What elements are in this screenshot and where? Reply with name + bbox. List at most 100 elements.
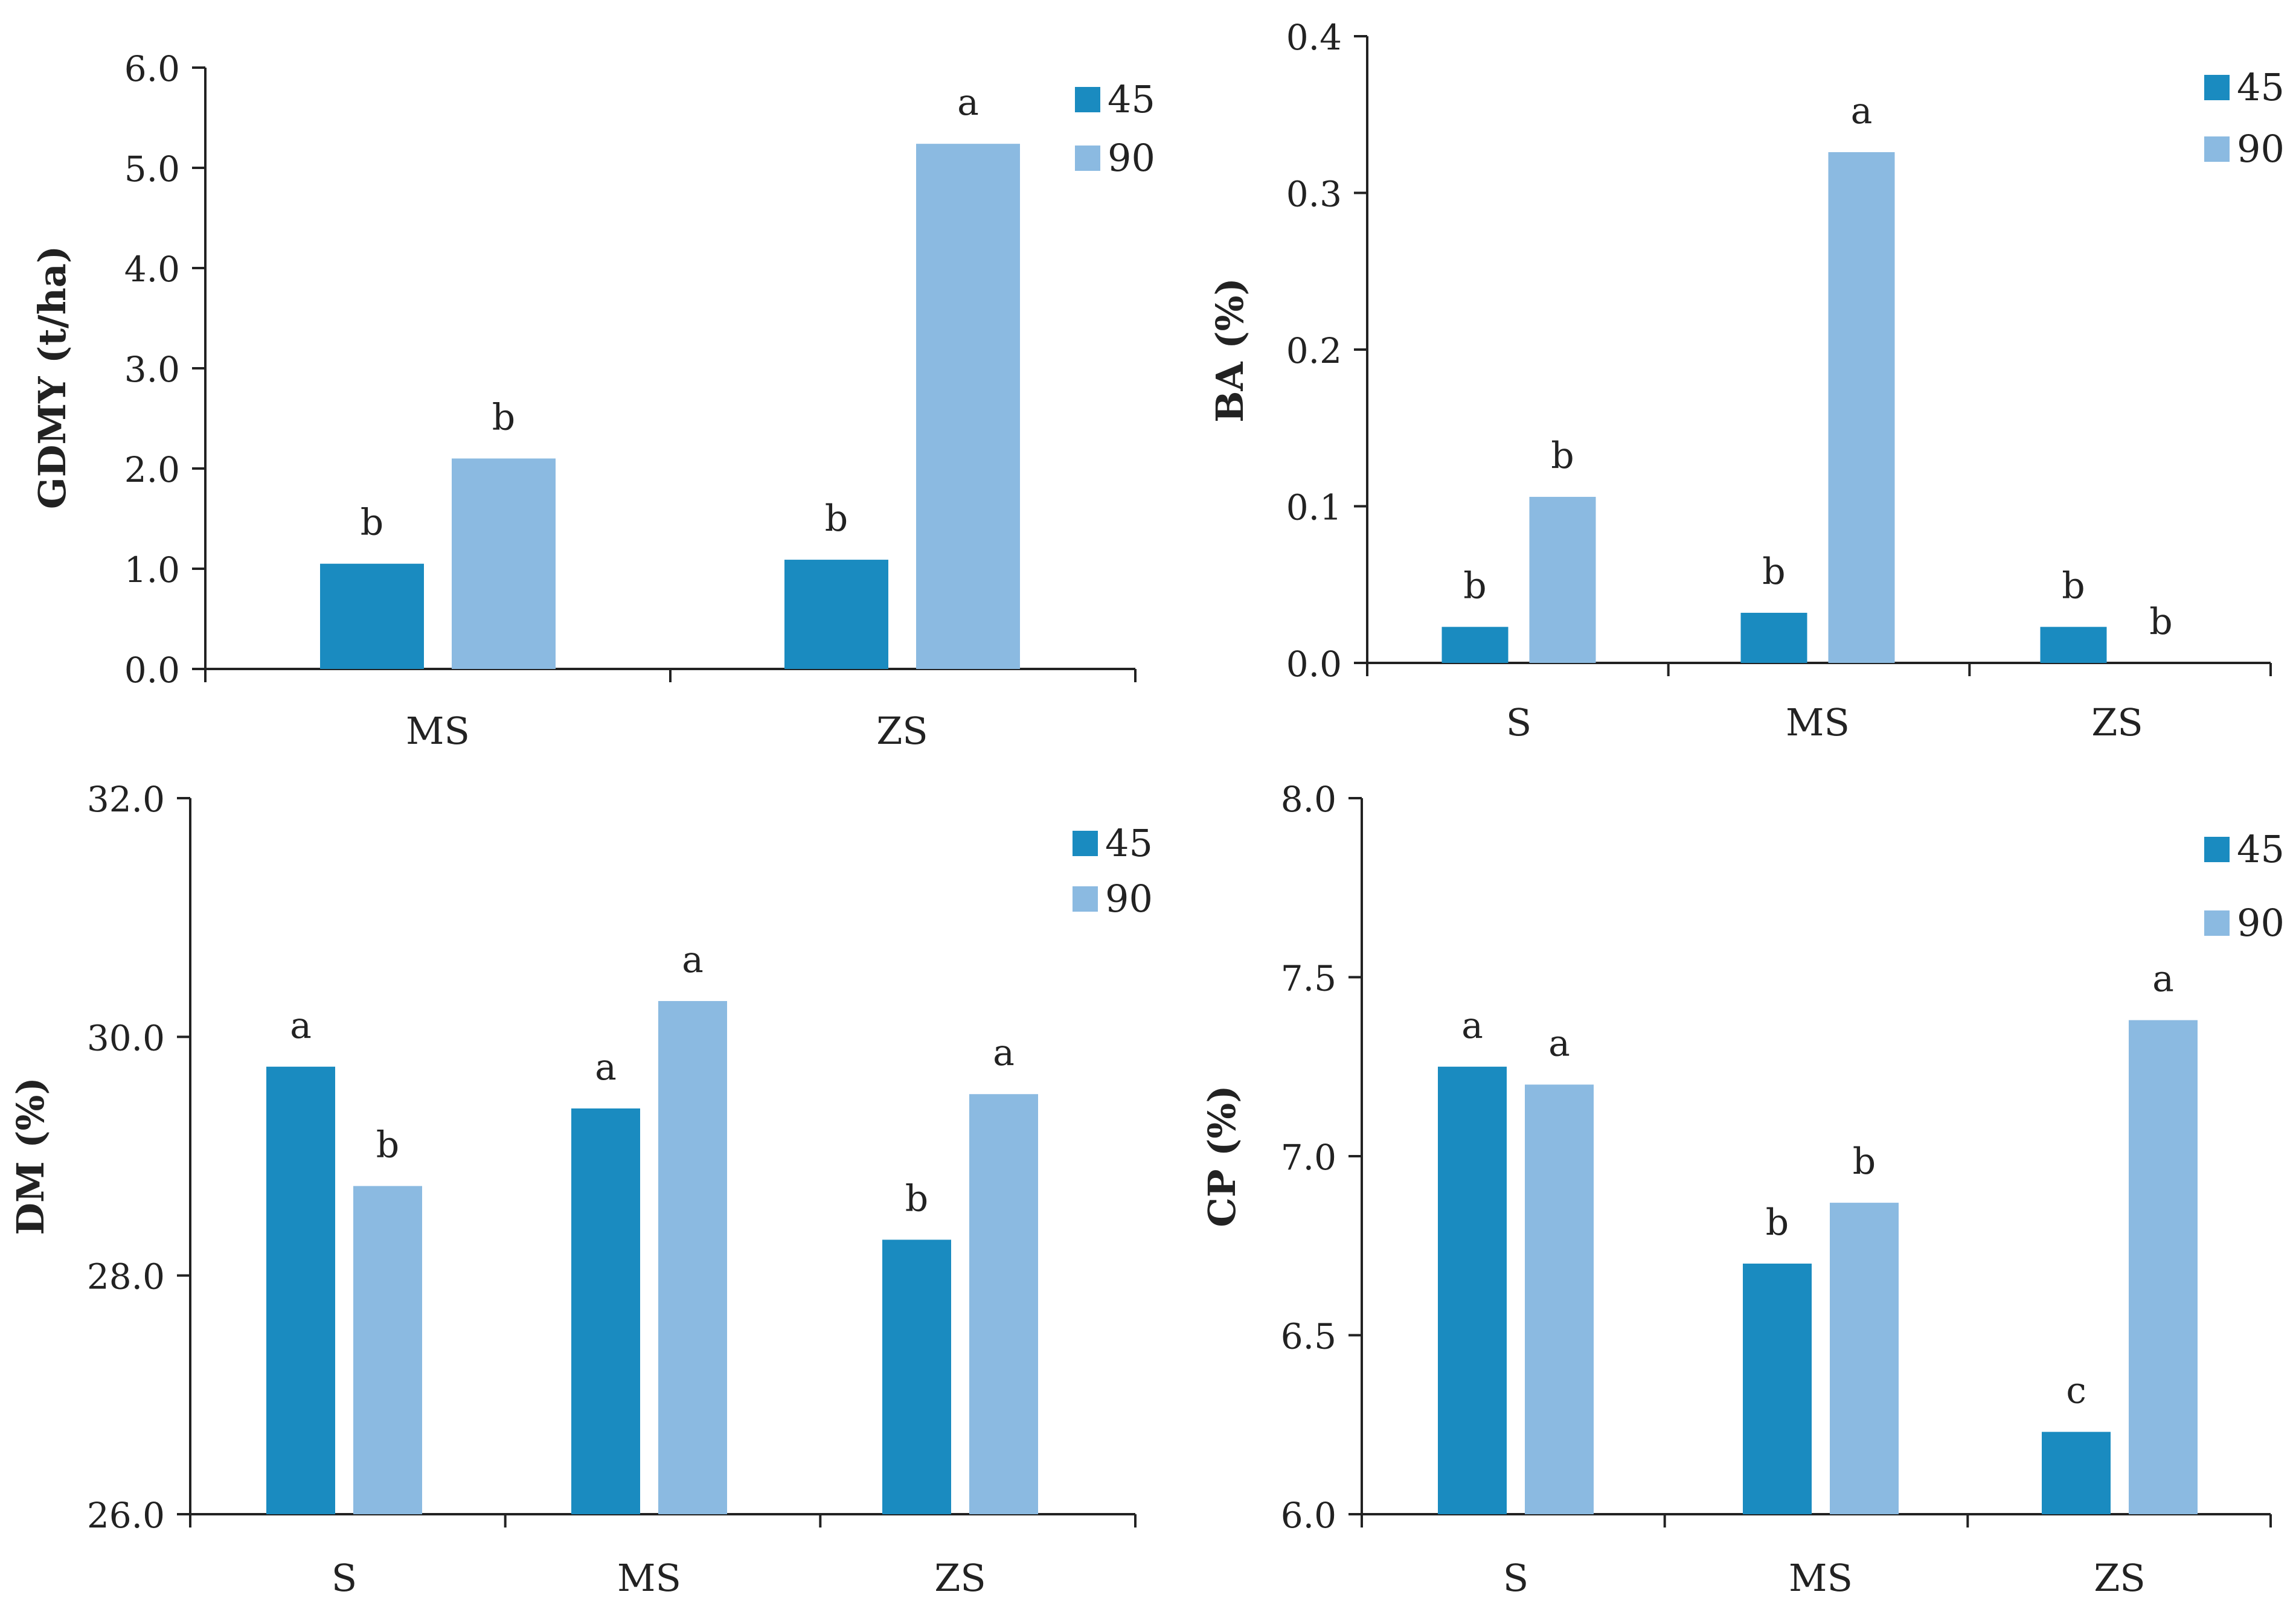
legend-swatch-45 [2204, 75, 2230, 100]
x-tick-label: S [332, 1556, 357, 1600]
x-tick-label: MS [617, 1556, 681, 1600]
chart-panel-bottom-left: 26.0 28.0 30.0 32.0 DM (%) S MS ZS a a b b a a 45 90 [8, 779, 1153, 1600]
y-axis-title: DM (%) [8, 1077, 53, 1235]
significance-letter: b [376, 1124, 399, 1166]
bar-zs-90 [916, 144, 1020, 669]
bar-s-90 [353, 1186, 422, 1514]
bar-s-45 [1438, 1066, 1507, 1514]
y-tick-label: 30.0 [87, 1017, 165, 1058]
bar-s-45 [266, 1066, 335, 1514]
chart-panel-top-right: 0.0 0.1 0.2 0.3 0.4 BA (%) S MS ZS b b b b a b 45 90 [1208, 17, 2285, 744]
bar-ms-90 [452, 458, 556, 669]
legend-label-90: 90 [1105, 877, 1153, 921]
y-tick-label: 1.0 [124, 549, 180, 590]
x-tick-label: S [1506, 700, 1531, 744]
legend-swatch-90 [1075, 146, 1100, 171]
legend-swatch-90 [1073, 886, 1098, 912]
bar-ms-90 [658, 1001, 727, 1514]
y-tick-label: 0.3 [1286, 174, 1342, 215]
x-tick-label: MS [406, 709, 470, 753]
legend-label-90: 90 [2237, 901, 2285, 945]
chart-panel-top-left: 0.0 1.0 2.0 3.0 4.0 5.0 6.0 GDMY (t/ha) MS ZS b b b a… [30, 48, 1155, 753]
bar-zs-90 [969, 1094, 1038, 1514]
y-axis-title: GDMY (t/ha) [30, 246, 74, 509]
x-tick-label: MS [1789, 1556, 1853, 1600]
significance-letter: a [290, 1005, 312, 1047]
significance-letter: a [957, 82, 979, 124]
y-tick-label: 8.0 [1281, 779, 1336, 820]
significance-letter: b [1766, 1201, 1789, 1244]
x-tick-label: ZS [934, 1556, 986, 1600]
significance-letter: a [595, 1046, 617, 1089]
bar-s-90 [1525, 1084, 1594, 1514]
y-tick-label: 0.0 [124, 650, 180, 691]
bar-s-45 [1441, 627, 1509, 663]
bar-zs-45 [2040, 627, 2107, 663]
y-tick-label: 7.0 [1281, 1137, 1336, 1178]
y-tick-label: 6.0 [124, 48, 180, 89]
legend-swatch-45 [2204, 837, 2230, 862]
significance-letter: a [1548, 1022, 1570, 1064]
significance-letter: b [2062, 565, 2085, 607]
significance-letter: a [993, 1032, 1015, 1074]
legend-swatch-45 [1073, 831, 1098, 856]
legend-label-45: 45 [1105, 821, 1153, 865]
y-tick-label: 0.4 [1286, 17, 1342, 58]
bar-zs-90 [2129, 1020, 2198, 1514]
y-axis-title: CP (%) [1200, 1085, 1244, 1227]
significance-letter: b [1551, 435, 1574, 477]
y-tick-label: 28.0 [87, 1256, 165, 1297]
y-tick-label: 4.0 [124, 249, 180, 290]
y-tick-label: 6.0 [1281, 1495, 1336, 1536]
significance-letter: b [1853, 1140, 1876, 1183]
significance-letter: b [905, 1177, 928, 1220]
y-tick-label: 5.0 [124, 149, 180, 190]
y-tick-label: 0.2 [1286, 330, 1342, 371]
x-tick-label: ZS [2094, 1556, 2146, 1600]
chart-panel-bottom-right: 6.0 6.5 7.0 7.5 8.0 CP (%) S MS ZS a b c a b a 45 90 [1200, 779, 2285, 1600]
x-tick-label: ZS [876, 709, 928, 753]
significance-letter: a [682, 939, 704, 981]
x-tick-label: S [1503, 1556, 1528, 1600]
legend-swatch-45 [1075, 87, 1100, 112]
significance-letter: a [1851, 90, 1873, 132]
bar-ms-45 [320, 563, 424, 669]
bar-ms-90 [1830, 1203, 1899, 1514]
bar-ms-45 [571, 1108, 640, 1514]
bar-zs-45 [784, 560, 888, 669]
legend-label-45: 45 [2237, 827, 2285, 871]
x-tick-label: ZS [2091, 700, 2143, 744]
significance-letter: a [2152, 958, 2174, 1000]
bar-zs-45 [2042, 1431, 2111, 1514]
bar-s-90 [1529, 496, 1596, 663]
y-tick-label: 0.1 [1286, 487, 1342, 528]
significance-letter: b [361, 502, 383, 544]
y-tick-label: 2.0 [124, 449, 180, 490]
significance-letter: b [825, 497, 848, 540]
x-tick-label: MS [1786, 700, 1850, 744]
y-tick-label: 7.5 [1281, 958, 1336, 999]
bar-ms-90 [1828, 152, 1895, 663]
legend-swatch-90 [2204, 136, 2230, 162]
y-tick-label: 32.0 [87, 779, 165, 820]
y-tick-label: 3.0 [124, 349, 180, 390]
significance-letter: b [1762, 551, 1785, 593]
significance-letter: a [1461, 1005, 1483, 1047]
y-tick-label: 6.5 [1281, 1316, 1336, 1357]
legend-label-45: 45 [1108, 77, 1155, 121]
significance-letter: c [2066, 1370, 2086, 1412]
bar-zs-45 [882, 1240, 951, 1514]
y-tick-label: 26.0 [87, 1495, 165, 1536]
significance-letter: b [1463, 565, 1486, 607]
legend-label-90: 90 [2237, 127, 2285, 171]
significance-letter: b [2149, 601, 2172, 643]
legend-label-45: 45 [2237, 65, 2285, 109]
bar-ms-45 [1743, 1263, 1812, 1514]
y-axis-title: BA (%) [1208, 278, 1252, 423]
significance-letter: b [492, 396, 515, 438]
bar-ms-45 [1740, 612, 1807, 663]
legend-label-90: 90 [1108, 136, 1155, 180]
y-tick-label: 0.0 [1286, 644, 1342, 685]
